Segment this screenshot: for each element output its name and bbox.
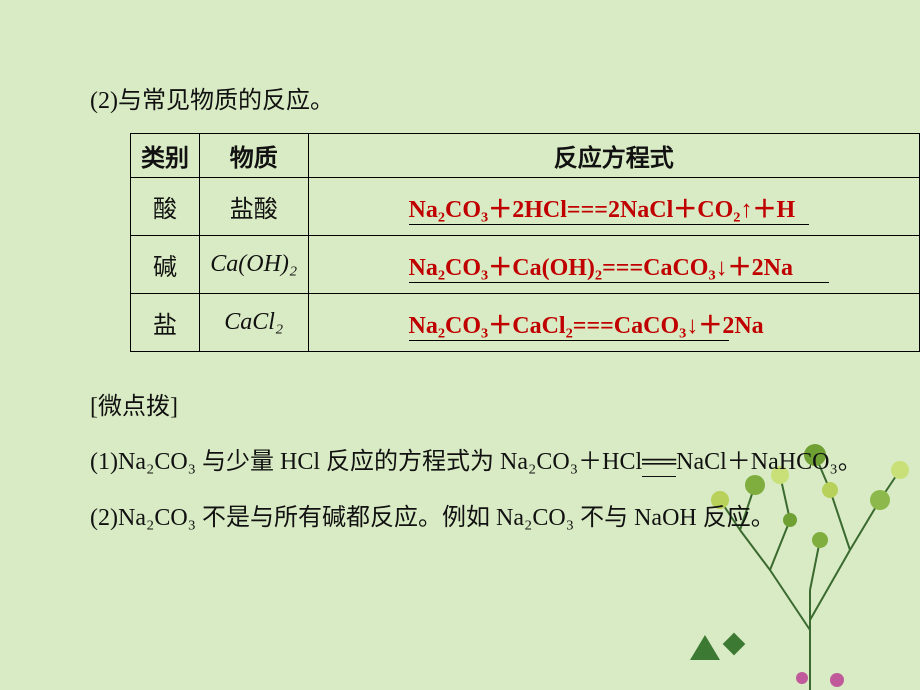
row2-blank-underline bbox=[409, 282, 829, 283]
tip1-prefix: (1)Na₂CO₃ 与少量 HCl 反应的方程式为 Na₂CO₃＋HCl bbox=[90, 449, 642, 475]
row1-equation: Na₂CO₃＋2HCl===2NaCl＋CO₂↑＋H bbox=[409, 189, 796, 226]
row2-equation: Na₂CO₃＋Ca(OH)₂===CaCO₃↓＋2Na bbox=[409, 247, 793, 284]
row3-category: 盐 bbox=[131, 294, 200, 352]
reaction-table: 类别 物质 反应方程式 酸 盐酸 Na₂CO₃＋2HCl===2NaCl＋CO₂… bbox=[130, 133, 920, 352]
row1-category: 酸 bbox=[131, 178, 200, 236]
tip-line-1: (1)Na₂CO₃ 与少量 HCl 反应的方程式为 Na₂CO₃＋HCl══Na… bbox=[90, 441, 920, 477]
row3-blank-underline bbox=[409, 340, 729, 341]
tip1-suffix: NaCl＋NaHCO₃。 bbox=[676, 449, 862, 475]
header-equation: 反应方程式 bbox=[308, 134, 919, 178]
tip-header: [微点拨] bbox=[90, 386, 920, 421]
header-substance: 物质 bbox=[199, 134, 308, 178]
slide-content: (2)与常见物质的反应。 类别 物质 反应方程式 酸 盐酸 Na₂CO₃＋2HC… bbox=[0, 0, 920, 532]
row1-equation-cell: Na₂CO₃＋2HCl===2NaCl＋CO₂↑＋H bbox=[308, 178, 919, 236]
row1-blank-underline bbox=[409, 224, 809, 225]
row2-equation-cell: Na₂CO₃＋Ca(OH)₂===CaCO₃↓＋2Na bbox=[308, 236, 919, 294]
row1-substance: 盐酸 bbox=[199, 178, 308, 236]
intro-text: (2)与常见物质的反应。 bbox=[90, 80, 920, 115]
tip-line-2: (2)Na₂CO₃ 不是与所有碱都反应。例如 Na₂CO₃ 不与 NaOH 反应… bbox=[90, 497, 920, 532]
row3-equation: Na₂CO₃＋CaCl₂===CaCO₃↓＋2Na bbox=[409, 305, 764, 342]
row3-substance: CaCl₂ bbox=[199, 294, 308, 352]
row2-category: 碱 bbox=[131, 236, 200, 294]
tip1-equals-sign: ══ bbox=[642, 449, 676, 477]
row3-equation-cell: Na₂CO₃＋CaCl₂===CaCO₃↓＋2Na bbox=[308, 294, 919, 352]
header-category: 类别 bbox=[131, 134, 200, 178]
row2-substance: Ca(OH)₂ bbox=[199, 236, 308, 294]
